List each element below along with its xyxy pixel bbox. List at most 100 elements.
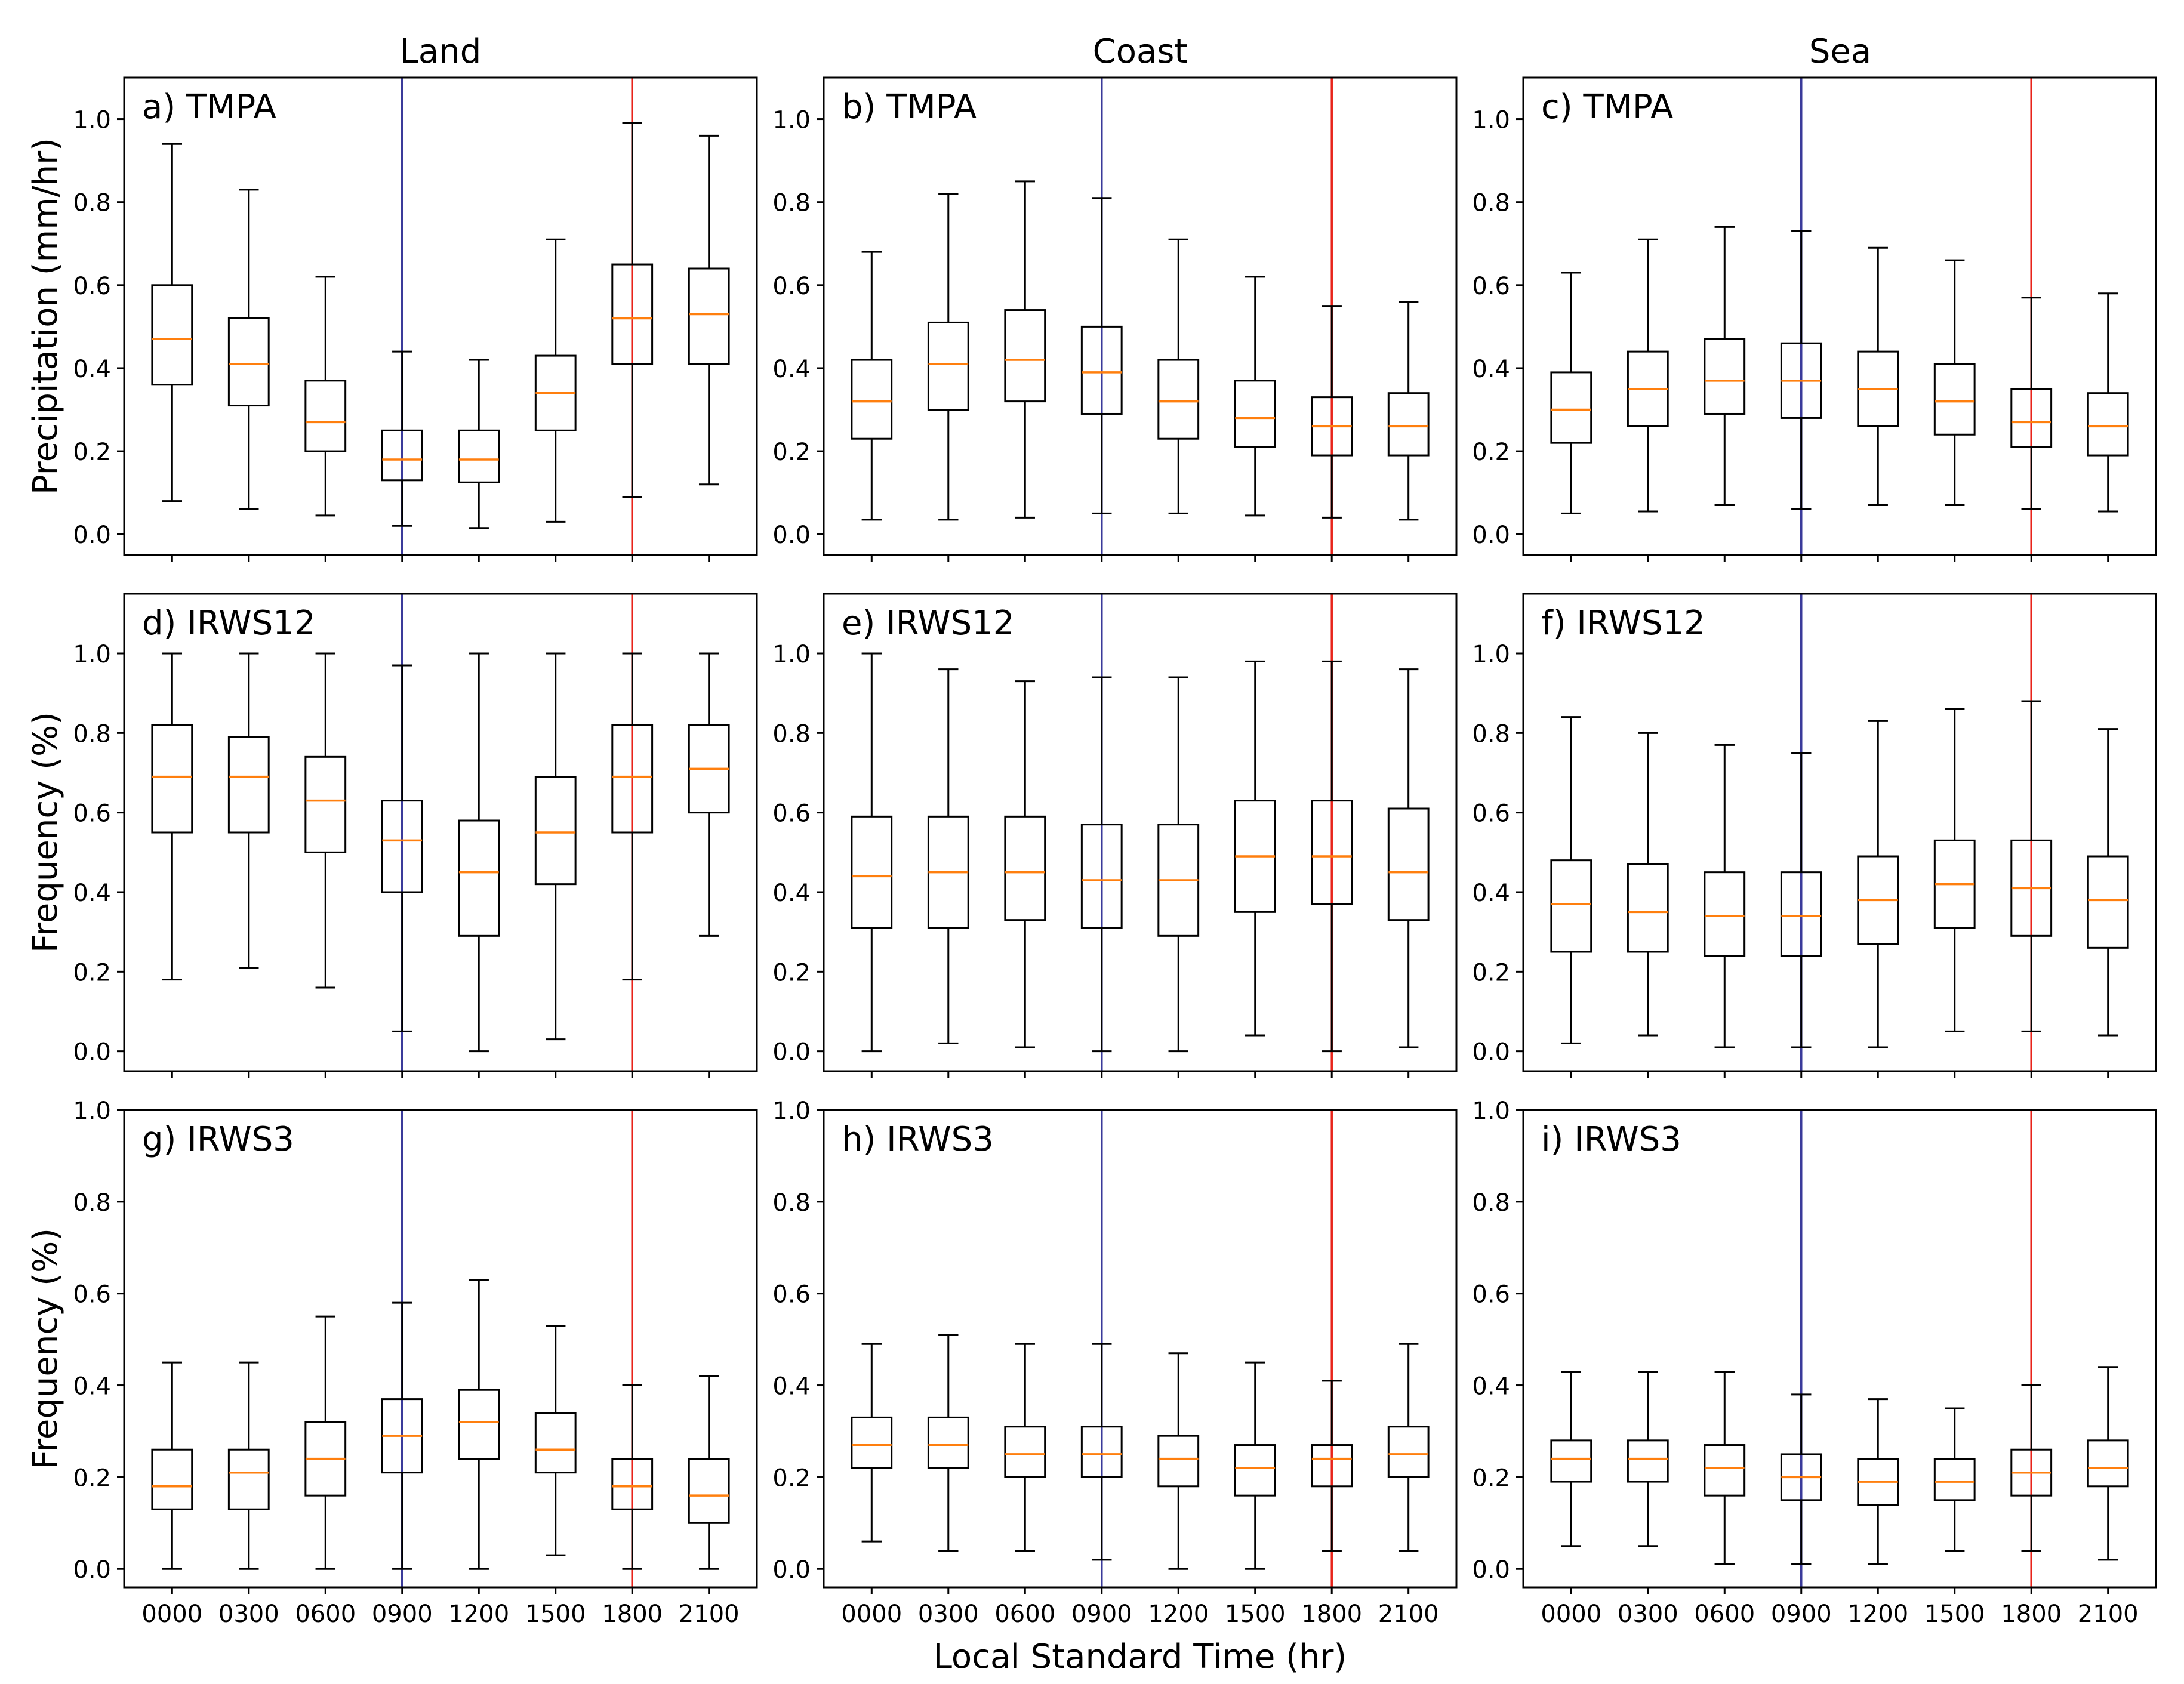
box-0000 bbox=[1550, 272, 1592, 514]
y-tick-label: 0.4 bbox=[772, 1373, 811, 1401]
y-tick-label: 1.0 bbox=[73, 107, 111, 134]
box-0300 bbox=[1627, 238, 1669, 513]
box-iqr bbox=[227, 1448, 270, 1510]
box-iqr bbox=[534, 1412, 577, 1474]
box-iqr bbox=[1080, 1426, 1123, 1478]
box-0900 bbox=[1080, 676, 1123, 1053]
x-tick-label: 0600 bbox=[1694, 1600, 1755, 1628]
box-iqr bbox=[851, 1416, 893, 1469]
box-iqr bbox=[1627, 1439, 1669, 1483]
panel-title: b) TMPA bbox=[842, 88, 977, 127]
panel-frame bbox=[1522, 1109, 2157, 1589]
box-iqr bbox=[1387, 392, 1430, 457]
box-iqr bbox=[227, 736, 270, 834]
y-tick-label: 0.6 bbox=[772, 1281, 811, 1309]
y-tick-label: 0.8 bbox=[1472, 720, 1510, 748]
y-tick-label: 0.0 bbox=[772, 1556, 811, 1584]
y-tick-label: 0.6 bbox=[73, 800, 111, 828]
box-1800 bbox=[2010, 1384, 2053, 1552]
panel-5: 0.0 0.2 0.4 0.6 0.8 1.0 e) IRWS12 bbox=[772, 593, 1458, 1078]
box-1200 bbox=[1157, 676, 1200, 1053]
box-iqr bbox=[1004, 1426, 1046, 1478]
box-1200 bbox=[458, 652, 500, 1053]
box-iqr bbox=[688, 1458, 730, 1524]
box-1200 bbox=[1857, 1398, 1899, 1566]
panel-title: g) IRWS3 bbox=[142, 1120, 294, 1159]
box-iqr bbox=[1550, 1439, 1592, 1483]
box-iqr bbox=[1080, 824, 1123, 929]
y-tick-label: 0.0 bbox=[772, 522, 811, 549]
y-tick-label: 0.4 bbox=[772, 880, 811, 907]
box-iqr bbox=[151, 1448, 193, 1510]
box-1200 bbox=[1157, 238, 1200, 514]
panel-title: a) TMPA bbox=[142, 88, 276, 127]
box-1500 bbox=[1234, 1361, 1276, 1570]
y-tick-label: 0.2 bbox=[1472, 439, 1510, 466]
box-1500 bbox=[534, 1325, 577, 1556]
box-1500 bbox=[1234, 660, 1276, 1037]
box-1200 bbox=[1857, 720, 1899, 1048]
y-tick-label: 0.4 bbox=[1472, 880, 1510, 907]
y-tick-label: 0.4 bbox=[73, 1373, 111, 1401]
y-tick-label: 0.6 bbox=[1472, 800, 1510, 828]
y-tick-label: 0.4 bbox=[772, 356, 811, 383]
panel-7: 0.0 0.2 0.4 0.6 0.8 1.0 0000 0300 0600 0900 1200 15… bbox=[73, 1097, 758, 1628]
panel-8: 0.0 0.2 0.4 0.6 0.8 1.0 0000 0300 0600 0900 1200 15… bbox=[772, 1097, 1458, 1628]
y-tick-label: 0.6 bbox=[73, 273, 111, 300]
box-iqr bbox=[927, 321, 969, 411]
y-tick-label: 0.8 bbox=[73, 1189, 111, 1217]
box-0600 bbox=[304, 652, 347, 989]
y-tick-label: 0.0 bbox=[73, 1039, 111, 1066]
box-0900 bbox=[381, 350, 423, 527]
panel-frame bbox=[823, 593, 1458, 1072]
box-1800 bbox=[2010, 700, 2053, 1032]
box-iqr bbox=[1627, 863, 1669, 953]
panel-frame bbox=[1522, 593, 2157, 1072]
box-0300 bbox=[927, 193, 969, 521]
panel-4: 0.0 0.2 0.4 0.6 0.8 1.0 d) IRWS12 bbox=[73, 593, 758, 1078]
box-1500 bbox=[1933, 708, 1976, 1032]
box-iqr bbox=[1780, 871, 1822, 957]
x-tick-label: 1800 bbox=[2001, 1600, 2062, 1628]
box-0000 bbox=[851, 1343, 893, 1543]
box-0300 bbox=[927, 668, 969, 1044]
box-0900 bbox=[1780, 1393, 1822, 1566]
box-1500 bbox=[1933, 259, 1976, 507]
box-0600 bbox=[1004, 1343, 1046, 1552]
y-tick-label: 0.2 bbox=[772, 959, 811, 986]
panel-2: 0.0 0.2 0.4 0.6 0.8 1.0 b) TMPA bbox=[772, 76, 1458, 562]
y-tick-label: 0.2 bbox=[73, 959, 111, 986]
box-0600 bbox=[1004, 680, 1046, 1048]
box-2100 bbox=[688, 1375, 730, 1570]
x-tick-label: 0600 bbox=[994, 1600, 1055, 1628]
box-iqr bbox=[1704, 338, 1746, 415]
panel-title: c) TMPA bbox=[1541, 88, 1673, 127]
box-1500 bbox=[534, 652, 577, 1041]
box-1200 bbox=[458, 1279, 500, 1570]
box-iqr bbox=[227, 317, 270, 407]
y-tick-label: 1.0 bbox=[73, 641, 111, 668]
box-0900 bbox=[1780, 230, 1822, 510]
box-iqr bbox=[1157, 1435, 1200, 1488]
box-iqr bbox=[1234, 1444, 1276, 1497]
box-2100 bbox=[688, 134, 730, 486]
box-1800 bbox=[611, 122, 654, 498]
panel-frame bbox=[123, 593, 758, 1072]
box-iqr bbox=[1004, 309, 1046, 403]
y-tick-label: 0.6 bbox=[1472, 273, 1510, 300]
box-0300 bbox=[1627, 732, 1669, 1037]
box-iqr bbox=[1311, 800, 1353, 905]
box-0000 bbox=[851, 251, 893, 521]
y-tick-label: 0.4 bbox=[1472, 1373, 1510, 1401]
panel-3: 0.0 0.2 0.4 0.6 0.8 1.0 c) TMPA bbox=[1472, 76, 2157, 562]
column-title-sea: Sea bbox=[1809, 32, 1871, 71]
x-tick-label: 0600 bbox=[295, 1600, 356, 1628]
y-tick-label: 0.8 bbox=[772, 190, 811, 217]
box-iqr bbox=[2087, 1439, 2129, 1488]
box-0600 bbox=[1704, 226, 1746, 507]
box-iqr bbox=[1080, 325, 1123, 415]
y-tick-label: 0.8 bbox=[772, 1189, 811, 1217]
box-1800 bbox=[2010, 297, 2053, 510]
x-tick-label: 0900 bbox=[1771, 1600, 1832, 1628]
panel-1: 0.0 0.2 0.4 0.6 0.8 1.0 a) TMPA bbox=[73, 76, 758, 562]
